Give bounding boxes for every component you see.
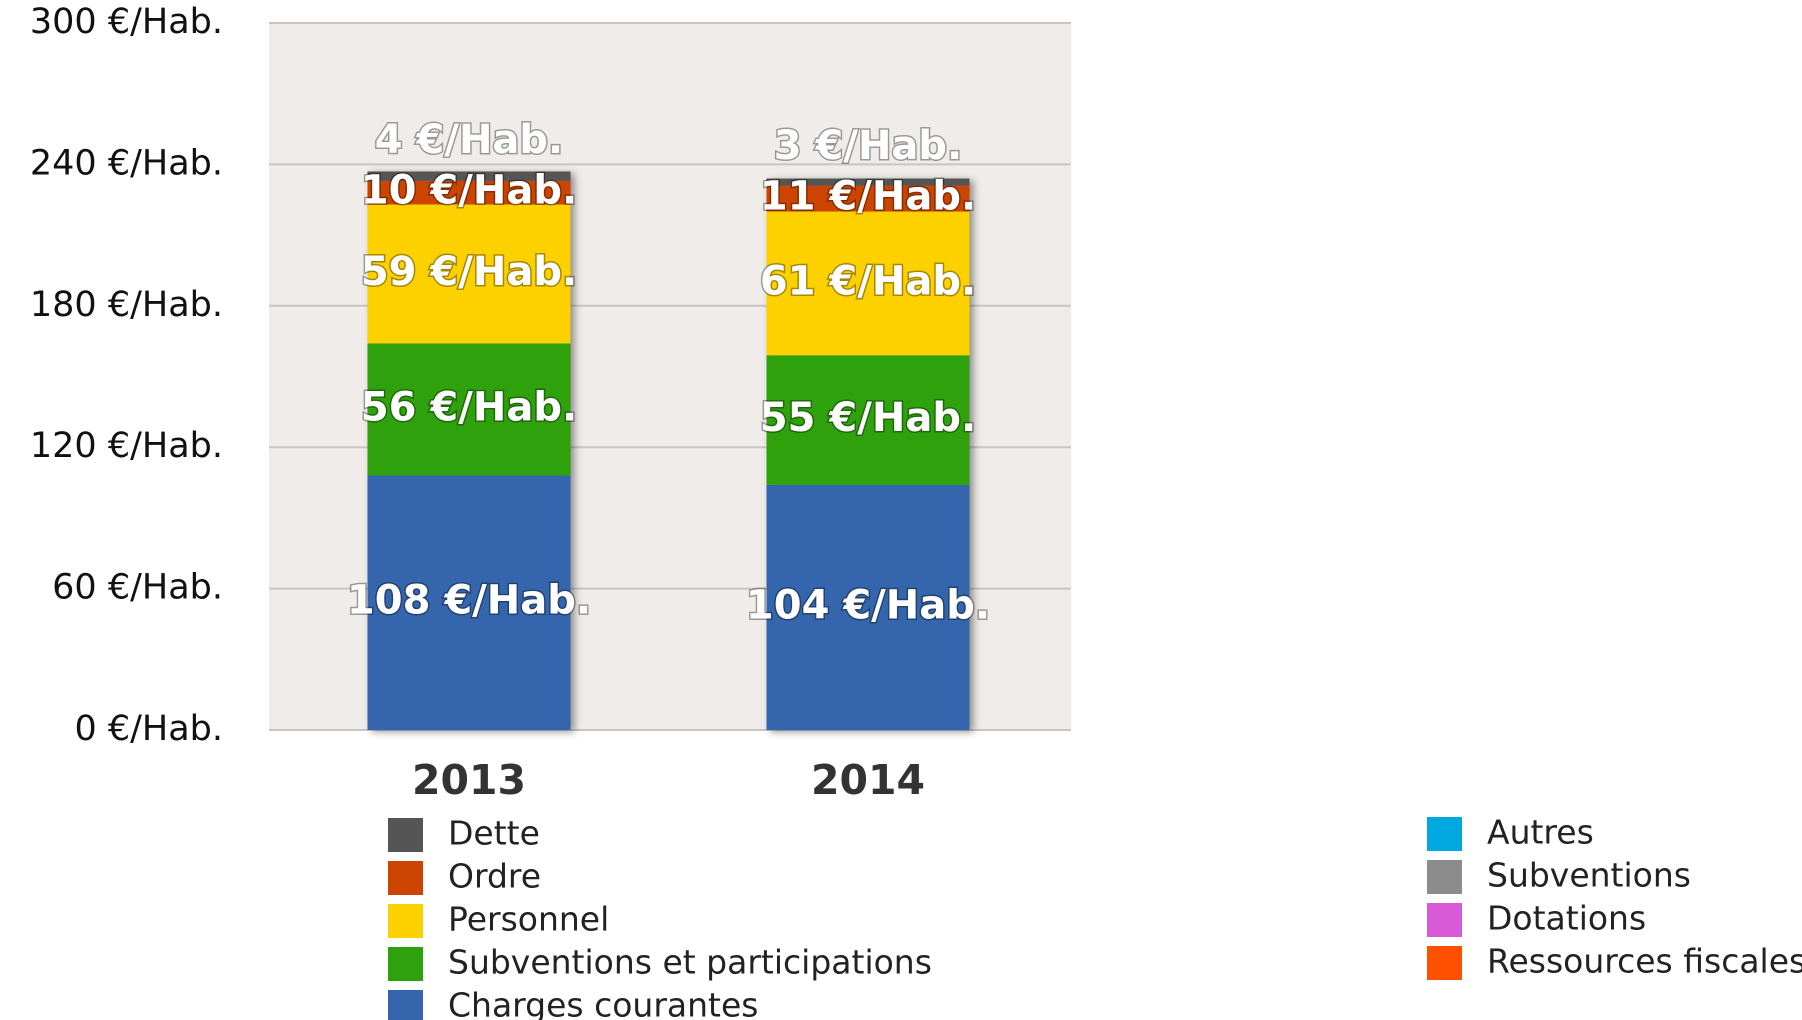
legend-label: Subventions et participations [448, 943, 932, 982]
bar-segment [766, 355, 970, 485]
legend-swatch [1427, 860, 1462, 894]
x-tick-label: 2013 [412, 756, 526, 804]
y-tick-label: 60 €/Hab. [52, 568, 223, 608]
bar-segment [766, 185, 970, 212]
legend-swatch [1427, 946, 1462, 980]
bar-segment [367, 475, 571, 730]
bar-segment [367, 171, 571, 181]
data-label: 10 €/Hab. [361, 168, 577, 214]
legend-swatch [388, 818, 423, 852]
bar-stack [367, 171, 571, 730]
legend-label: Personnel [448, 900, 609, 939]
bar-stack [766, 178, 970, 730]
y-tick-label: 300 €/Hab. [30, 2, 223, 42]
y-tick-label: 240 €/Hab. [30, 143, 223, 183]
y-tick-label: 0 €/Hab. [74, 709, 223, 749]
data-label: 3 €/Hab. [774, 123, 963, 169]
data-label: 56 €/Hab. [361, 384, 577, 430]
bar-segment [367, 204, 571, 344]
data-label: 59 €/Hab. [361, 249, 577, 295]
x-tick-label: 2014 [811, 756, 925, 804]
legend-label: Subventions [1487, 856, 1691, 895]
legend-label: Autres [1487, 813, 1594, 852]
bar-segment [766, 178, 970, 186]
legend-swatch [1427, 903, 1462, 937]
legend-label: Ressources fiscales [1487, 942, 1802, 981]
data-label: 104 €/Hab. [746, 582, 990, 628]
legend-label: Dotations [1487, 899, 1646, 938]
bar-segment [367, 180, 571, 205]
legend-swatch [388, 904, 423, 938]
y-tick-label: 120 €/Hab. [30, 426, 223, 466]
legend-label: Charges courantes [448, 986, 759, 1020]
legend-swatch [1427, 817, 1462, 851]
legend-label: Ordre [448, 857, 541, 896]
data-label: 61 €/Hab. [760, 258, 976, 304]
data-label: 4 €/Hab. [375, 117, 564, 163]
y-tick-label: 180 €/Hab. [30, 285, 223, 325]
legend-swatch [388, 861, 423, 895]
legend-swatch [388, 947, 423, 981]
data-label: 11 €/Hab. [760, 174, 976, 220]
bar-segment [766, 211, 970, 356]
legend-swatch [388, 990, 423, 1020]
bar-segment [367, 343, 571, 476]
data-label: 55 €/Hab. [760, 395, 976, 441]
legend-label: Dette [448, 814, 540, 853]
data-label: 108 €/Hab. [347, 578, 591, 624]
bar-segment [766, 484, 970, 730]
